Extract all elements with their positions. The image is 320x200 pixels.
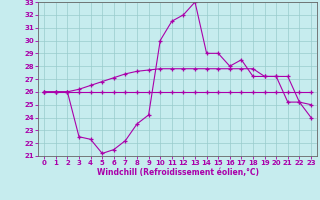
X-axis label: Windchill (Refroidissement éolien,°C): Windchill (Refroidissement éolien,°C): [97, 168, 259, 177]
